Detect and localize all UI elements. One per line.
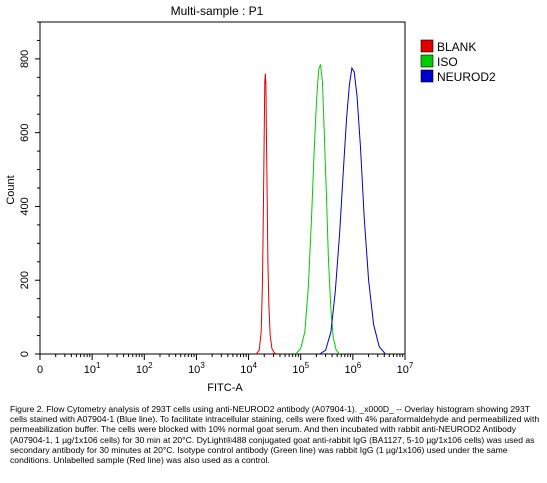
series-line-blank (255, 73, 278, 355)
legend-label: NEUROD2 (437, 70, 496, 84)
y-tick-label: 600 (19, 123, 31, 141)
legend-label: BLANK (437, 40, 476, 54)
y-tick-label: 200 (19, 271, 31, 289)
series-line-neurod2 (319, 66, 386, 355)
flow-cytometry-histogram: Multi-sample : P1 0 200 400 600 800 0 101 102 1… (5, 4, 496, 394)
legend-swatch (420, 69, 434, 83)
x-tick-label: 102 (136, 361, 153, 376)
histogram-series (255, 64, 386, 355)
x-axis-label: FITC-A (207, 382, 243, 394)
series-line-iso (295, 64, 341, 355)
x-tick-label: 107 (397, 361, 414, 376)
y-axis: 0 200 400 600 800 (19, 21, 40, 357)
y-tick-label: 0 (19, 351, 31, 357)
plot-border (39, 21, 406, 355)
legend-swatch (420, 54, 434, 68)
y-axis-label: Count (5, 175, 17, 204)
x-axis: 0 101 102 103 104 105 106 107 (37, 354, 414, 376)
x-tick-label: 0 (37, 364, 43, 376)
legend-label: ISO (437, 55, 458, 69)
x-tick-label: 104 (240, 361, 257, 376)
figure-caption: Figure 2. Flow Cytometry analysis of 293… (10, 404, 540, 466)
x-tick-label: 101 (84, 361, 101, 376)
legend-swatch (420, 39, 434, 53)
x-tick-label: 106 (345, 361, 362, 376)
y-tick-label: 800 (19, 50, 31, 68)
plot-area (39, 21, 406, 355)
x-tick-label: 105 (292, 361, 309, 376)
y-tick-label: 400 (19, 197, 31, 215)
chart-title: Multi-sample : P1 (171, 4, 264, 18)
x-tick-label: 103 (188, 361, 205, 376)
